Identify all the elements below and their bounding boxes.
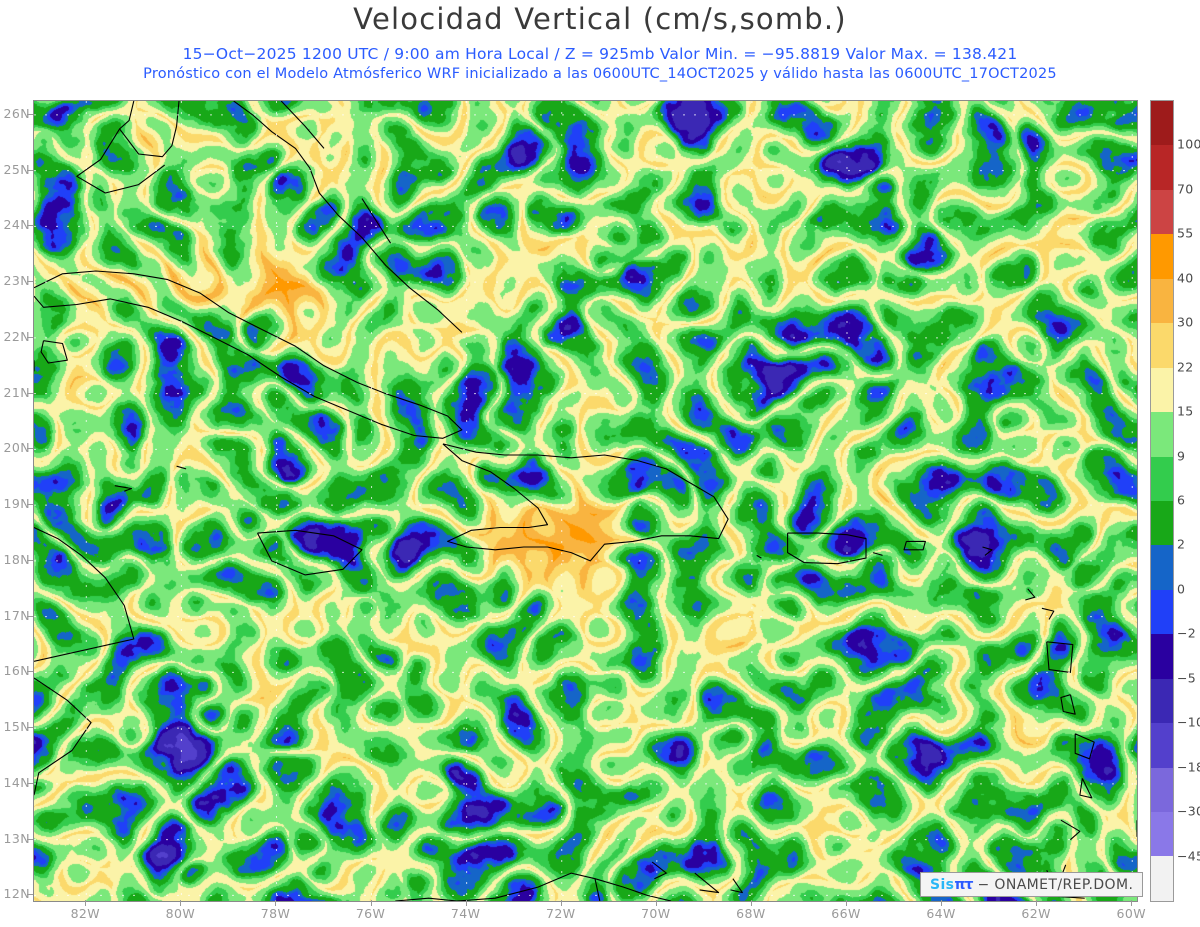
x-axis-tick [465,900,467,906]
x-axis-label-76W: 76W [355,906,386,921]
y-axis-tick [27,504,33,506]
watermark-tt-logo: πτ [954,876,973,893]
y-axis-label-13N: 13N [3,830,30,846]
y-axis-label-26N: 26N [3,105,30,121]
colorbar-band-0 [1151,101,1173,146]
y-axis-tick [27,169,33,171]
y-axis-tick [27,448,33,450]
colorbar-label-40: 40 [1177,270,1194,286]
y-axis-label-19N: 19N [3,496,30,512]
y-axis-tick [27,392,33,394]
x-axis-label-78W: 78W [260,906,291,921]
colorbar-label--18: −18 [1177,759,1200,775]
x-axis-tick [941,900,943,906]
colorbar-band-12 [1151,634,1173,679]
y-axis-tick [27,671,33,673]
colorbar-label-70: 70 [1177,181,1194,197]
x-axis-label-70W: 70W [641,906,671,921]
y-axis-tick [27,838,33,840]
colorbar-label--5: −5 [1177,670,1197,686]
y-axis-label-22N: 22N [3,328,30,344]
colorbar-label-22: 22 [1177,359,1194,375]
x-axis-label-60W: 60W [1116,906,1146,921]
x-axis-label-82W: 82W [70,906,101,921]
y-axis-tick [27,727,33,729]
y-axis-label-21N: 21N [3,384,30,400]
x-axis-label-72W: 72W [545,906,576,921]
y-axis-label-18N: 18N [3,551,30,567]
colorbar-band-7 [1151,412,1173,457]
colorbar-label--30: −30 [1177,803,1200,819]
y-axis-tick [27,113,33,115]
colorbar-band-4 [1151,278,1173,324]
colorbar-band-16 [1151,812,1173,857]
subtitle-line-2: Pronóstico con el Modelo Atmósferico W… [143,66,1057,82]
colorbar-band-13 [1151,678,1173,724]
y-axis-tick [27,559,33,561]
colorbar-label-100: 100 [1177,136,1200,152]
x-axis-label-66W: 66W [831,906,861,921]
x-axis-label-80W: 80W [165,906,196,921]
x-axis-tick [845,900,847,906]
colorbar-label-9: 9 [1177,448,1186,464]
colorbar-label--2: −2 [1177,625,1197,641]
colorbar-label-55: 55 [1177,225,1194,241]
y-axis-tick [27,336,33,338]
colorbar-band-14 [1151,723,1173,768]
colorbar [1150,100,1174,902]
colorbar-label--45: −45 [1177,848,1200,864]
map-plot-area [33,100,1138,902]
watermark-sis-text: Sis [930,876,955,893]
x-axis-tick [750,900,752,906]
colorbar-label-30: 30 [1177,314,1194,330]
colorbar-label-15: 15 [1177,403,1194,419]
x-axis-label-64W: 64W [926,906,956,921]
y-axis-tick [27,782,33,784]
page-title: Velocidad Vertical (cm/s,somb.) [353,2,847,36]
x-axis-tick [1036,900,1038,906]
colorbar-band-1 [1151,145,1173,190]
colorbar-band-15 [1151,767,1173,812]
y-axis-tick [27,225,33,227]
y-axis-label-20N: 20N [3,440,30,456]
y-axis-label-15N: 15N [3,719,30,735]
x-axis-tick [560,900,562,906]
y-axis-label-14N: 14N [3,774,30,790]
y-axis-label-17N: 17N [3,607,30,623]
y-axis-label-12N: 12N [3,886,30,902]
colorbar-label-0: 0 [1177,581,1186,597]
colorbar-band-17 [1151,856,1173,901]
x-axis-label-62W: 62W [1021,906,1051,921]
y-axis-label-23N: 23N [3,273,30,289]
colorbar-label-2: 2 [1177,536,1186,552]
x-axis-label-68W: 68W [736,906,766,921]
y-axis-label-24N: 24N [3,217,30,233]
x-axis-tick [655,900,657,906]
colorbar-band-2 [1151,189,1173,235]
y-axis-label-25N: 25N [3,161,30,177]
y-axis-tick [27,894,33,896]
x-axis-label-74W: 74W [450,906,481,921]
x-axis-tick [85,900,87,906]
colorbar-band-3 [1151,234,1173,279]
colorbar-band-5 [1151,323,1173,368]
y-axis-tick [27,615,33,617]
y-axis-tick [27,281,33,283]
colorbar-band-9 [1151,500,1173,546]
x-axis-tick [275,900,277,906]
colorbar-band-6 [1151,367,1173,413]
subtitle-line-1: 15−Oct−2025 1200 UTC / 9:00 am Hora Loca… [182,45,1018,63]
colorbar-band-10 [1151,545,1173,590]
vertical-velocity-shading [34,101,1137,901]
colorbar-band-11 [1151,589,1173,635]
watermark-agency-text: − ONAMET/REP.DOM. [977,876,1134,893]
y-axis-label-16N: 16N [3,663,30,679]
watermark-onamet: Sis πτ − ONAMET/REP.DOM. [920,872,1144,897]
x-axis-tick [1131,900,1133,906]
colorbar-label--10: −10 [1177,714,1200,730]
colorbar-band-8 [1151,456,1173,501]
x-axis-tick [370,900,372,906]
x-axis-tick [180,900,182,906]
colorbar-label-6: 6 [1177,492,1186,508]
